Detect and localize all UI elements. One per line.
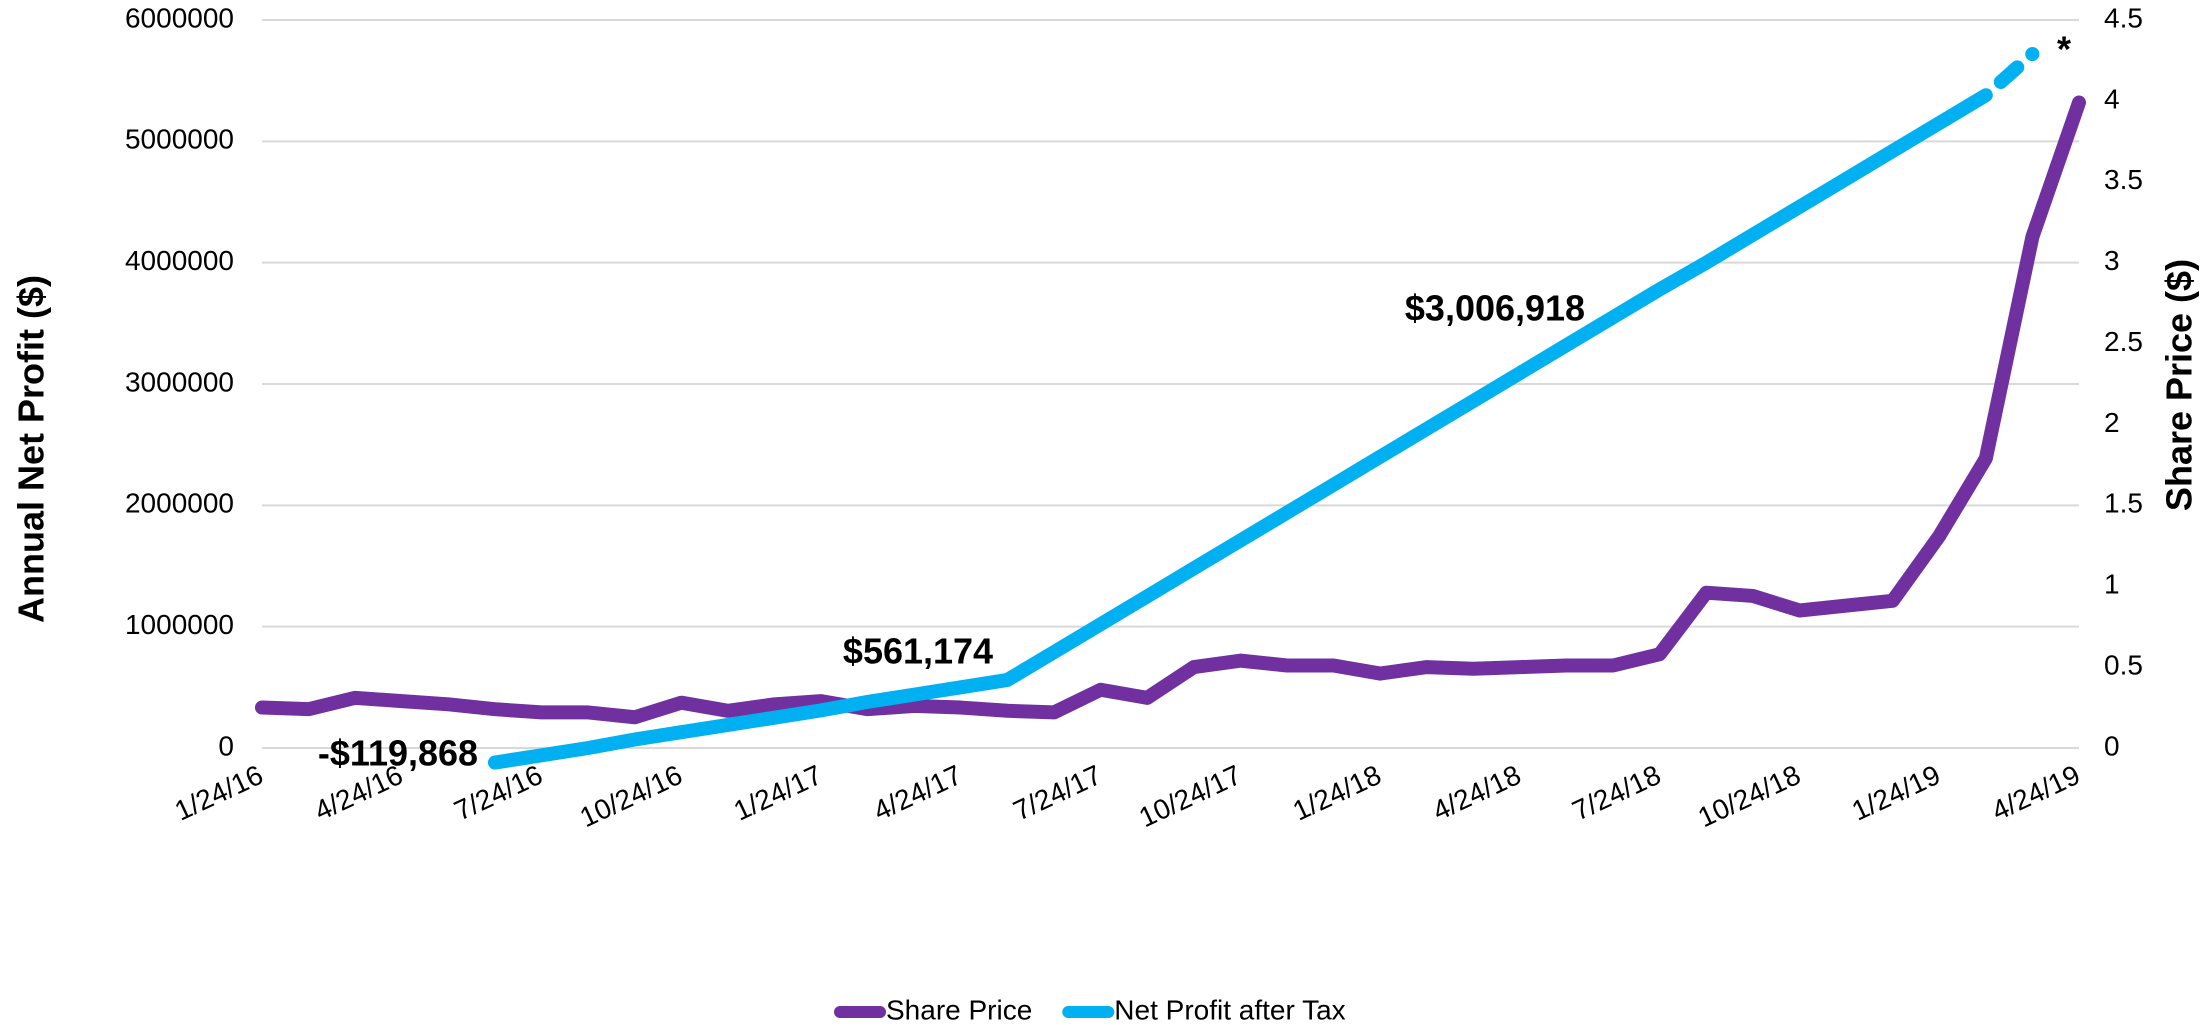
line-series xyxy=(487,88,1993,770)
y-tick-label: 3000000 xyxy=(125,366,234,397)
y-tick-label: 5000000 xyxy=(125,124,234,155)
x-tick-label: 4/24/17 xyxy=(869,759,967,827)
y2-tick-label: 3 xyxy=(2104,245,2120,276)
y2-tick-label: 0.5 xyxy=(2104,650,2143,681)
y2-tick-label: 4 xyxy=(2104,83,2120,114)
x-tick-label: 10/24/18 xyxy=(1693,759,1805,833)
line-series xyxy=(255,95,2086,725)
y2-tick-label: 2.5 xyxy=(2104,326,2143,357)
y-axis-label: Annual Net Profit ($) xyxy=(11,275,52,623)
x-tick-label: 10/24/16 xyxy=(575,759,687,833)
x-tick-label: 10/24/17 xyxy=(1134,759,1246,833)
x-tick-label: 1/24/19 xyxy=(1847,759,1945,827)
x-tick-label: 4/24/18 xyxy=(1428,759,1526,827)
y2-tick-label: 4.5 xyxy=(2104,2,2143,33)
y2-tick-label: 0 xyxy=(2104,730,2120,761)
annotation: $3,006,918 xyxy=(1405,288,1585,329)
y2-axis-label: Share Price ($) xyxy=(2159,259,2200,511)
y-tick-label: 2000000 xyxy=(125,488,234,519)
x-tick-label: 7/24/18 xyxy=(1568,759,1666,827)
y2-tick-label: 3.5 xyxy=(2104,164,2143,195)
line-series-dashed xyxy=(1978,46,2040,103)
data-label: -$119,868 xyxy=(318,733,478,774)
y-tick-label: 0 xyxy=(218,730,234,761)
x-tick-label: 7/24/17 xyxy=(1009,759,1107,827)
x-tick-label: 1/24/18 xyxy=(1288,759,1386,827)
data-label: $561,174 xyxy=(843,631,993,672)
x-tick-label: 1/24/16 xyxy=(170,759,268,827)
legend-label: Share Price xyxy=(886,994,1032,1022)
y-tick-label: 4000000 xyxy=(125,245,234,276)
y2-tick-label: 2 xyxy=(2104,407,2120,438)
y-tick-label: 6000000 xyxy=(125,2,234,33)
y2-tick-label: 1 xyxy=(2104,569,2120,600)
y-tick-label: 1000000 xyxy=(125,609,234,640)
annotation: * xyxy=(2057,29,2071,70)
x-tick-label: 1/24/17 xyxy=(729,759,827,827)
y2-tick-label: 1.5 xyxy=(2104,488,2143,519)
x-tick-label: 4/24/19 xyxy=(1987,759,2085,827)
legend-label: Net Profit after Tax xyxy=(1114,994,1345,1022)
